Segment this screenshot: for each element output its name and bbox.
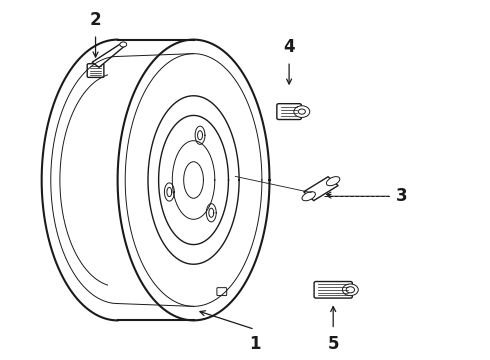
FancyBboxPatch shape — [314, 282, 352, 298]
Circle shape — [343, 284, 358, 296]
Ellipse shape — [302, 192, 316, 201]
Text: 2: 2 — [90, 11, 101, 29]
Polygon shape — [304, 177, 338, 201]
FancyBboxPatch shape — [217, 288, 227, 296]
Text: 1: 1 — [249, 335, 261, 353]
Circle shape — [120, 42, 127, 47]
Text: 4: 4 — [283, 38, 295, 56]
Circle shape — [294, 106, 310, 117]
FancyBboxPatch shape — [277, 104, 301, 120]
Text: 3: 3 — [396, 187, 408, 205]
FancyBboxPatch shape — [87, 64, 104, 77]
Text: 5: 5 — [327, 335, 339, 353]
Ellipse shape — [326, 177, 340, 186]
Polygon shape — [92, 43, 125, 67]
